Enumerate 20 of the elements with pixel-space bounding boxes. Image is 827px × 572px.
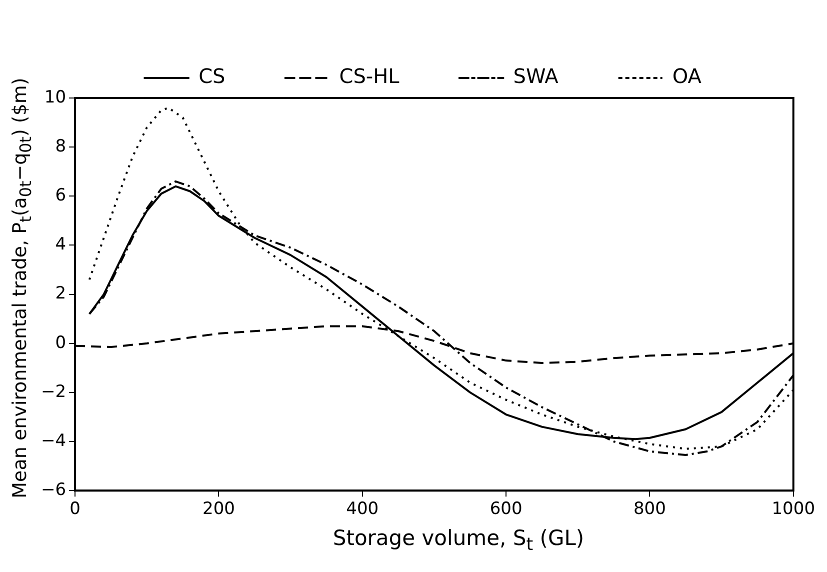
legend-label: CS <box>198 64 226 88</box>
x-tick-label: 400 <box>346 499 379 520</box>
x-tick-label: 800 <box>633 499 666 520</box>
x-tick-label: 200 <box>202 499 235 520</box>
x-tick-label: 600 <box>490 499 522 520</box>
y-tick-label: 8 <box>55 136 66 156</box>
legend-label: OA <box>672 64 702 88</box>
x-tick-label: 0 <box>70 499 80 520</box>
x-tick-label: 1000 <box>772 499 815 520</box>
y-tick-label: 4 <box>55 234 66 255</box>
y-tick-label: −6 <box>41 480 66 500</box>
x-axis-title: Storage volume, S$_{t}$ (GL) <box>332 526 586 556</box>
y-tick-label: 0 <box>55 332 66 353</box>
y-tick-label: −2 <box>41 382 66 402</box>
y-tick-label: 10 <box>44 87 66 108</box>
legend-label: SWA <box>513 64 559 88</box>
y-tick-label: 2 <box>55 284 66 304</box>
y-tick-label: −4 <box>41 430 66 451</box>
legend-label: CS-HL <box>339 64 400 88</box>
y-tick-label: 6 <box>55 186 66 206</box>
